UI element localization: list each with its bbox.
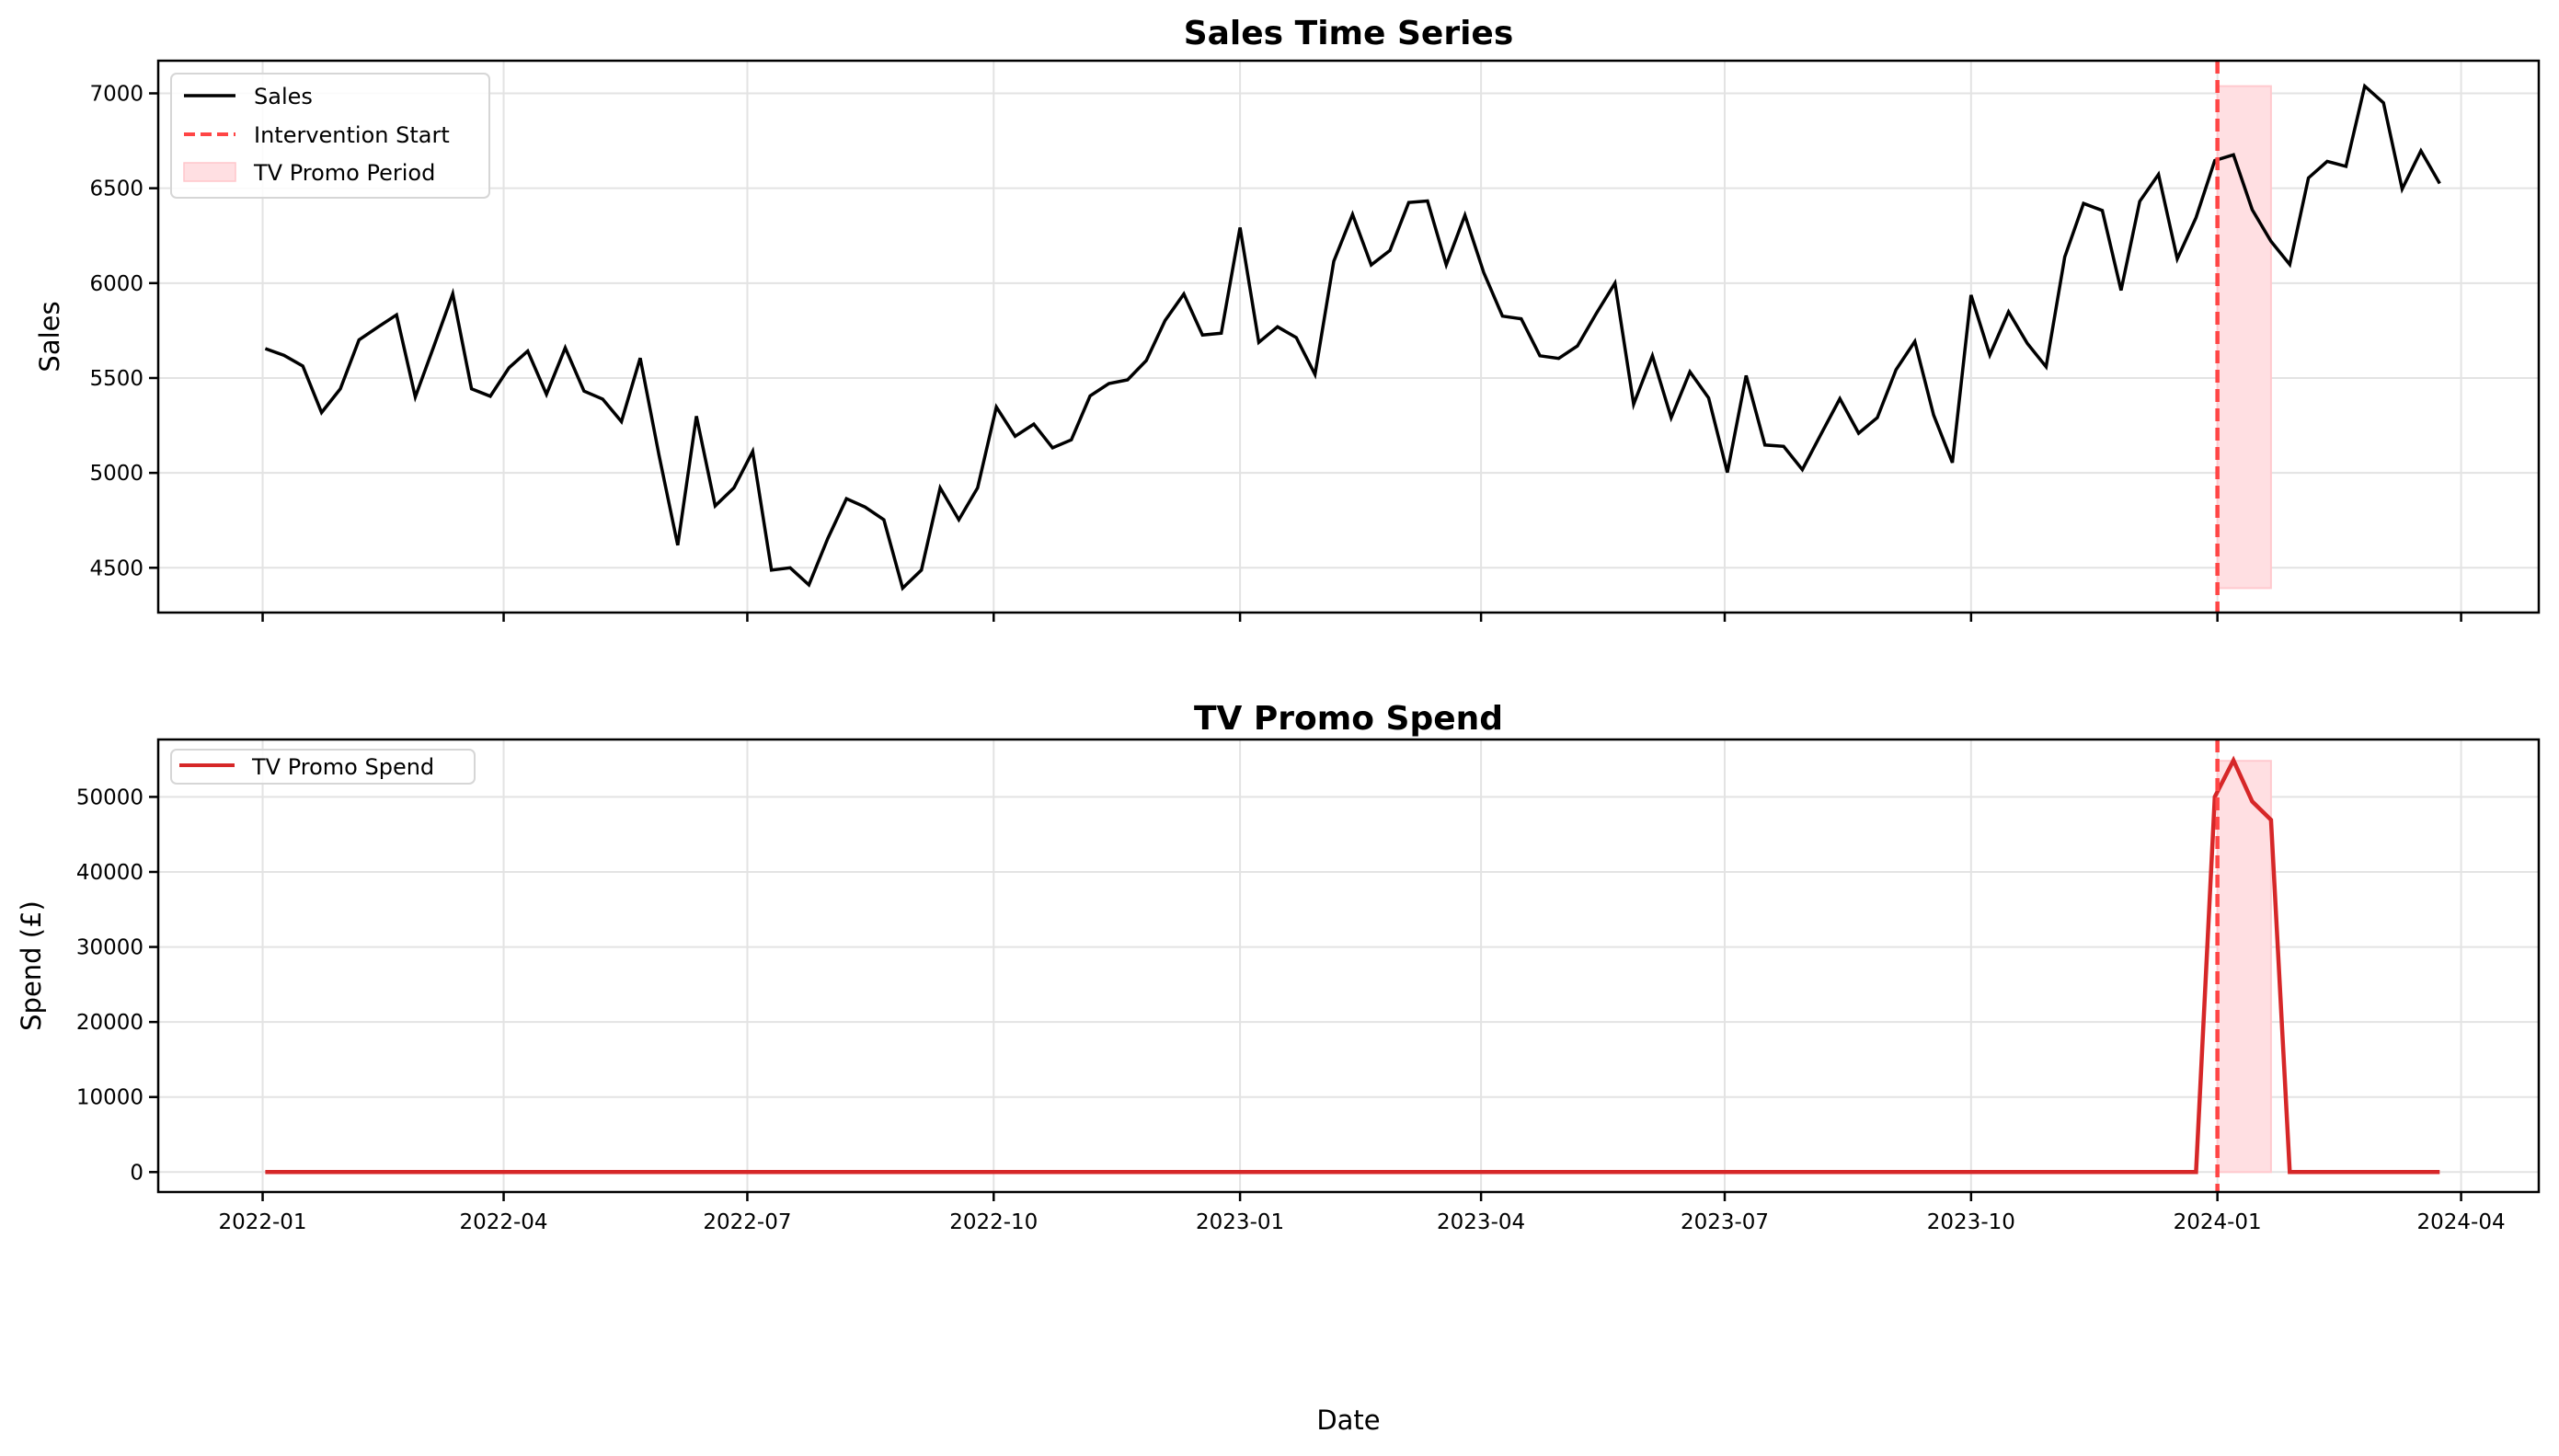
- x-tick-label: 2022-07: [703, 1210, 791, 1234]
- spend-promo-period-shading: [2216, 760, 2272, 1174]
- spend-y-axis-label: Spend (£): [16, 900, 47, 1031]
- x-tick-label: 2022-10: [949, 1210, 1038, 1234]
- sales-plot-frame: [156, 59, 2541, 614]
- x-axis-label: Date: [1316, 1404, 1380, 1436]
- legend-spend-label: TV Promo Spend: [251, 754, 434, 780]
- x-tick-label: 2024-01: [2174, 1210, 2262, 1234]
- spend-legend: TV Promo Spend: [170, 749, 476, 785]
- spend-y-tick-label: 0: [130, 1161, 143, 1185]
- spend-chart: TV Promo Spend Spend (£) Date 2022-01 202…: [16, 700, 2541, 1436]
- spend-chart-title: TV Promo Spend: [1194, 700, 1503, 738]
- sales-series-line: [264, 83, 2441, 591]
- x-tick-label: 2024-04: [2417, 1210, 2506, 1234]
- x-tick-label: 2022-01: [218, 1210, 306, 1234]
- spend-series-line: [265, 755, 2440, 1175]
- spend-y-tick-label: 20000: [76, 1011, 143, 1035]
- sales-chart-title: Sales Time Series: [1184, 15, 1514, 52]
- x-tick-label: 2023-10: [1927, 1210, 2015, 1234]
- sales-y-tick-label: 5000: [89, 462, 143, 486]
- sales-y-tick-label: 6500: [89, 178, 143, 201]
- sales-y-tick-label: 5500: [89, 367, 143, 391]
- sales-promo-period-shading: [2216, 85, 2272, 590]
- sales-y-axis-label: Sales: [34, 301, 65, 372]
- spend-y-tick-label: 30000: [76, 936, 143, 960]
- spend-y-tick-label: 50000: [76, 785, 143, 809]
- legend-sales-label: Sales: [254, 84, 313, 109]
- sales-chart: Sales Time Series Sales 4500 5000 5500 6000…: [34, 15, 2541, 622]
- x-tick-label: 2022-04: [459, 1210, 547, 1234]
- x-tick-label: 2023-04: [1437, 1210, 1525, 1234]
- sales-y-tick-label: 6000: [89, 272, 143, 296]
- sales-legend: Sales Intervention Start TV Promo Period: [170, 73, 490, 199]
- legend-intervention-label: Intervention Start: [254, 122, 450, 148]
- spend-y-tick-label: 10000: [76, 1086, 143, 1110]
- spend-y-tick-label: 40000: [76, 861, 143, 885]
- legend-promo-period-swatch: [183, 162, 236, 182]
- sales-y-tick-label: 7000: [89, 82, 143, 106]
- legend-promo-period-label: TV Promo Period: [253, 160, 435, 186]
- sales-y-tick-label: 4500: [89, 556, 143, 580]
- spend-plot-frame: [156, 738, 2541, 1194]
- x-tick-label: 2023-07: [1681, 1210, 1769, 1234]
- x-tick-label: 2023-01: [1196, 1210, 1284, 1234]
